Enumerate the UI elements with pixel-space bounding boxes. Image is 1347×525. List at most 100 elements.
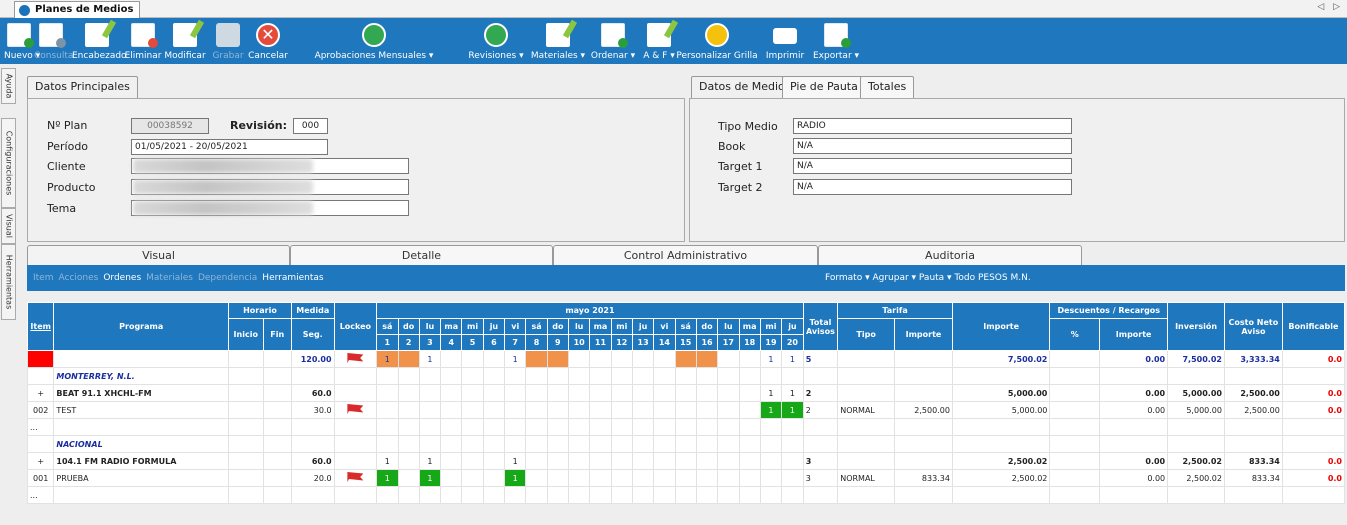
day-cell[interactable]: [546, 350, 570, 368]
day-cell[interactable]: [376, 384, 399, 402]
side-tab-configuraciones[interactable]: Configuraciones: [1, 118, 16, 208]
day-cell[interactable]: 1: [504, 469, 527, 487]
grid-menu-item[interactable]: Item: [33, 273, 54, 283]
day-cell[interactable]: [695, 452, 719, 470]
day-cell[interactable]: [781, 469, 804, 487]
add-doc-button-10[interactable]: Ordenar ▾: [590, 18, 636, 64]
cell-inicio[interactable]: [228, 384, 264, 402]
day-cell[interactable]: [695, 384, 719, 402]
table-row[interactable]: ...: [26, 486, 1346, 504]
day-cell[interactable]: [567, 469, 591, 487]
day-cell[interactable]: [440, 384, 463, 402]
query-doc-button-1[interactable]: Consulta: [34, 18, 73, 64]
day-cell[interactable]: [674, 384, 697, 402]
day-cell[interactable]: [610, 384, 633, 402]
table-row[interactable]: ...: [26, 418, 1346, 436]
day-cell[interactable]: [738, 401, 761, 419]
day-cell[interactable]: 1: [759, 350, 783, 368]
table-row[interactable]: 001 PRUEBA 20.0 1 1 1 3 NORMAL 833.34 2,500.02 0.0…: [26, 469, 1346, 487]
edit-button-4[interactable]: Modificar: [164, 18, 206, 64]
day-cell[interactable]: [482, 452, 506, 470]
cancel-button-6[interactable]: ✕ Cancelar: [248, 18, 288, 64]
cell-programa[interactable]: [53, 350, 229, 368]
day-cell[interactable]: [567, 350, 591, 368]
day-cell[interactable]: [695, 401, 719, 419]
tipo-medio-field[interactable]: RADIO: [793, 118, 1072, 134]
cell-fin[interactable]: [262, 350, 292, 368]
tab-visual[interactable]: Visual: [27, 245, 290, 265]
revision-field[interactable]: 000: [293, 118, 328, 134]
day-cell[interactable]: [631, 350, 655, 368]
day-cell[interactable]: [461, 384, 484, 402]
day-cell[interactable]: [589, 401, 612, 419]
cell-programa[interactable]: PRUEBA: [53, 469, 229, 487]
cell-item[interactable]: +: [26, 452, 55, 470]
table-row[interactable]: 120.00 1 1 1 1 1 5 7,500.02 0.00 7,500.02 3,333.34…: [26, 350, 1346, 368]
day-cell[interactable]: [631, 452, 655, 470]
cell-programa[interactable]: TEST: [53, 401, 229, 419]
day-cell[interactable]: [653, 469, 676, 487]
cell-item[interactable]: 002: [26, 401, 55, 419]
day-cell[interactable]: 1: [376, 452, 399, 470]
day-cell[interactable]: 1: [504, 452, 527, 470]
cell-item[interactable]: [26, 350, 55, 368]
day-cell[interactable]: [674, 452, 697, 470]
day-cell[interactable]: [759, 452, 783, 470]
day-cell[interactable]: [781, 452, 804, 470]
day-cell[interactable]: [504, 401, 527, 419]
tab-datos-principales[interactable]: Datos Principales: [27, 76, 138, 99]
table-row[interactable]: 002 TEST 30.0 1 1 2 NORMAL 2,500.00 5,000.00 0.00…: [26, 401, 1346, 419]
day-cell[interactable]: [610, 401, 633, 419]
day-cell[interactable]: [567, 452, 591, 470]
day-cell[interactable]: [525, 350, 548, 368]
day-cell[interactable]: [674, 350, 697, 368]
cell-inicio[interactable]: [228, 452, 264, 470]
day-cell[interactable]: 1: [418, 452, 442, 470]
day-cell[interactable]: [610, 469, 633, 487]
day-cell[interactable]: 1: [781, 401, 804, 419]
edit-header-button-2[interactable]: Encabezado: [72, 18, 127, 64]
target1-field[interactable]: N/A: [793, 158, 1072, 174]
tab-totales[interactable]: Totales: [860, 76, 915, 98]
tab-auditoria[interactable]: Auditoria: [818, 245, 1082, 265]
day-cell[interactable]: [482, 350, 506, 368]
cell-fin[interactable]: [262, 469, 292, 487]
day-cell[interactable]: [631, 469, 655, 487]
day-cell[interactable]: [695, 469, 719, 487]
cell-lockeo[interactable]: [333, 469, 378, 487]
thumbs-up-button-7[interactable]: Aprobaciones Mensuales ▾: [292, 18, 456, 64]
cell-lockeo[interactable]: [333, 350, 378, 368]
cell-item[interactable]: ...: [26, 418, 55, 436]
cell-item[interactable]: +: [26, 384, 55, 402]
tab-pie-de-pauta[interactable]: Pie de Pauta: [782, 76, 866, 98]
day-cell[interactable]: [525, 469, 548, 487]
side-tab-herramientas[interactable]: Herramientas: [1, 244, 16, 320]
table-row[interactable]: + BEAT 91.1 XHCHL-FM 60.0 1 1 2 5,000.00 0.00 5,…: [26, 384, 1346, 402]
col-programa[interactable]: Programa: [53, 302, 229, 351]
day-cell[interactable]: [631, 384, 655, 402]
day-cell[interactable]: [610, 350, 633, 368]
target2-field[interactable]: N/A: [793, 179, 1072, 195]
tab-planes-de-medios[interactable]: Planes de Medios: [14, 1, 141, 18]
day-cell[interactable]: [610, 452, 633, 470]
cell-inicio[interactable]: [228, 350, 264, 368]
table-row[interactable]: NACIONAL: [26, 435, 1346, 453]
tab-control-administrativo[interactable]: Control Administrativo: [553, 245, 818, 265]
new-doc-button-0[interactable]: Nuevo ▾: [4, 18, 40, 64]
cell-programa[interactable]: 104.1 FM RADIO FORMULA: [53, 452, 229, 470]
grid-menu-materiales[interactable]: Materiales: [146, 273, 193, 283]
day-cell[interactable]: [461, 469, 484, 487]
day-cell[interactable]: [674, 469, 697, 487]
day-cell[interactable]: [397, 401, 420, 419]
day-cell[interactable]: [397, 350, 420, 368]
col-item[interactable]: Item: [26, 302, 55, 351]
cell-lockeo[interactable]: [333, 401, 378, 419]
day-cell[interactable]: [589, 469, 612, 487]
tab-datos-de-medio[interactable]: Datos de Medio: [691, 76, 793, 99]
cell-programa[interactable]: BEAT 91.1 XHCHL-FM: [53, 384, 229, 402]
day-cell[interactable]: [653, 452, 676, 470]
day-cell[interactable]: [717, 384, 740, 402]
day-cell[interactable]: [589, 452, 612, 470]
day-cell[interactable]: [759, 469, 783, 487]
tab-nav-arrows-icon[interactable]: ◁ ▷: [1317, 2, 1343, 12]
